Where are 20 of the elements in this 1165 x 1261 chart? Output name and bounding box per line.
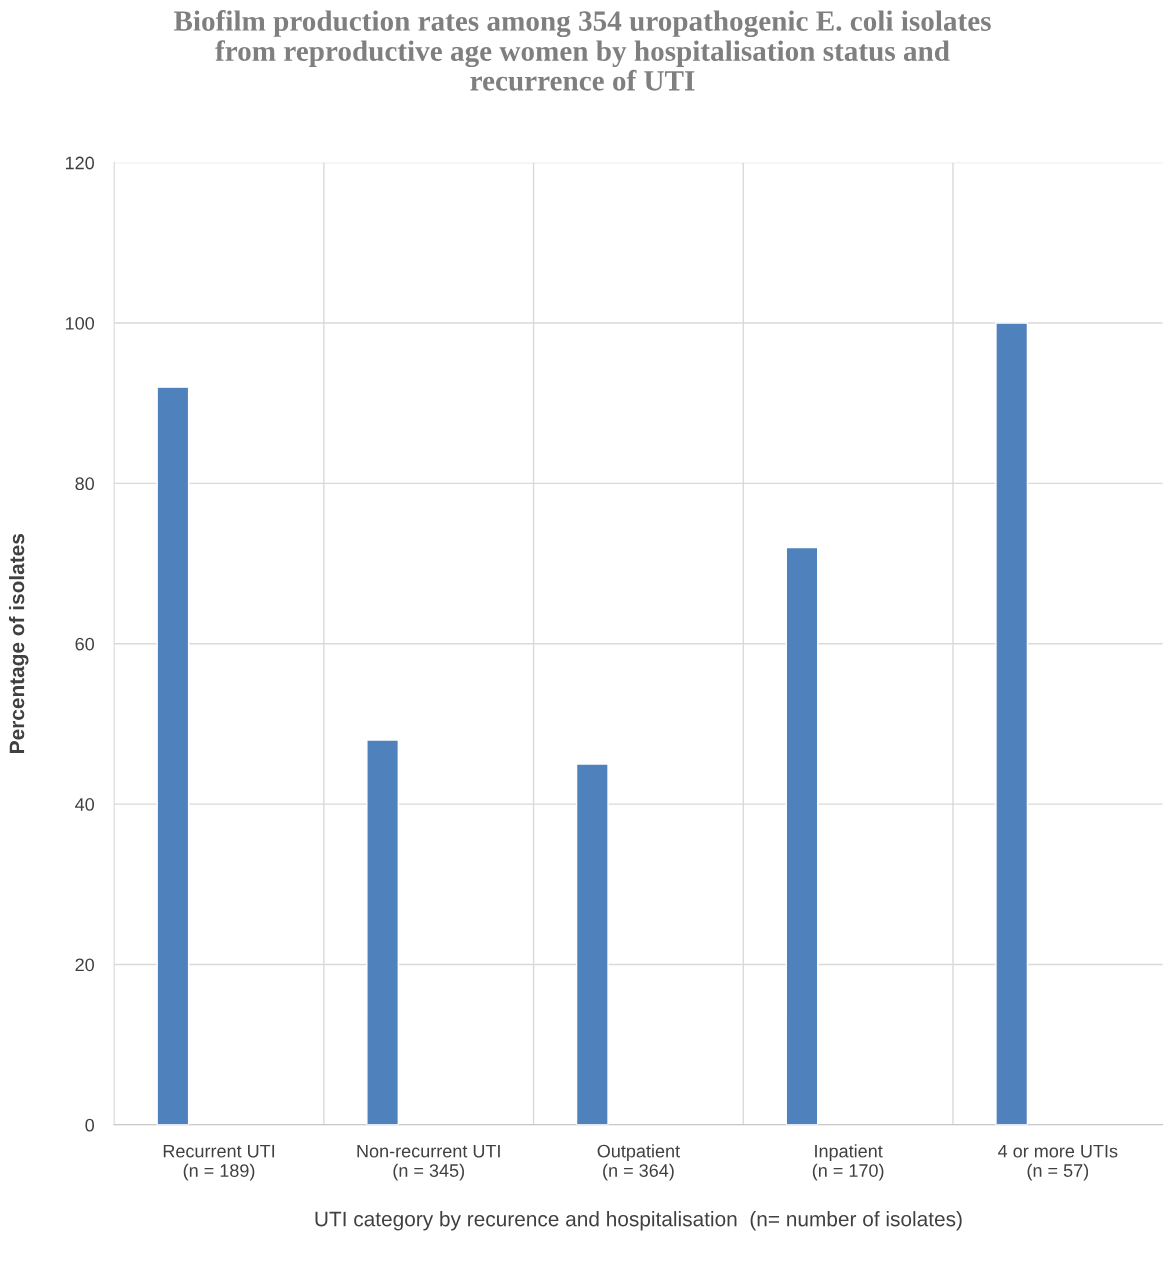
bar [995,322,1029,1125]
y-tick-label: 80 [75,477,95,491]
y-tick-label: 20 [75,958,95,972]
chart-title: Biofilm production rates among 354 uropathogenic E. coli isolates from reproductive age women by hospitalisation status and recurrence of UTI [173,10,991,91]
x-tick-label: Non-recurrent UTI (n = 345) [357,1144,500,1181]
y-tick-label: 40 [75,798,95,811]
x-axis-title: UTI category by recurence and hospitalisation (n= number of isolates) [315,1211,962,1231]
x-tick-label: Inpatient (n = 170) [812,1144,884,1181]
bar [156,386,190,1125]
bar [575,763,609,1125]
y-tick-label: 0 [85,1118,95,1132]
bar [785,546,819,1125]
y-tick-label: 60 [75,637,95,651]
x-tick-label: Recurrent UTI (n = 189) [163,1144,275,1181]
y-tick-label: 120 [65,156,95,170]
y-tick-label: 100 [65,316,95,330]
x-tick-label: 4 or more UTIs (n = 57) [998,1144,1118,1181]
bar [366,739,400,1125]
y-axis-title: Percentage of isolates [8,534,29,753]
x-tick-label: Outpatient (n = 364) [597,1144,680,1181]
